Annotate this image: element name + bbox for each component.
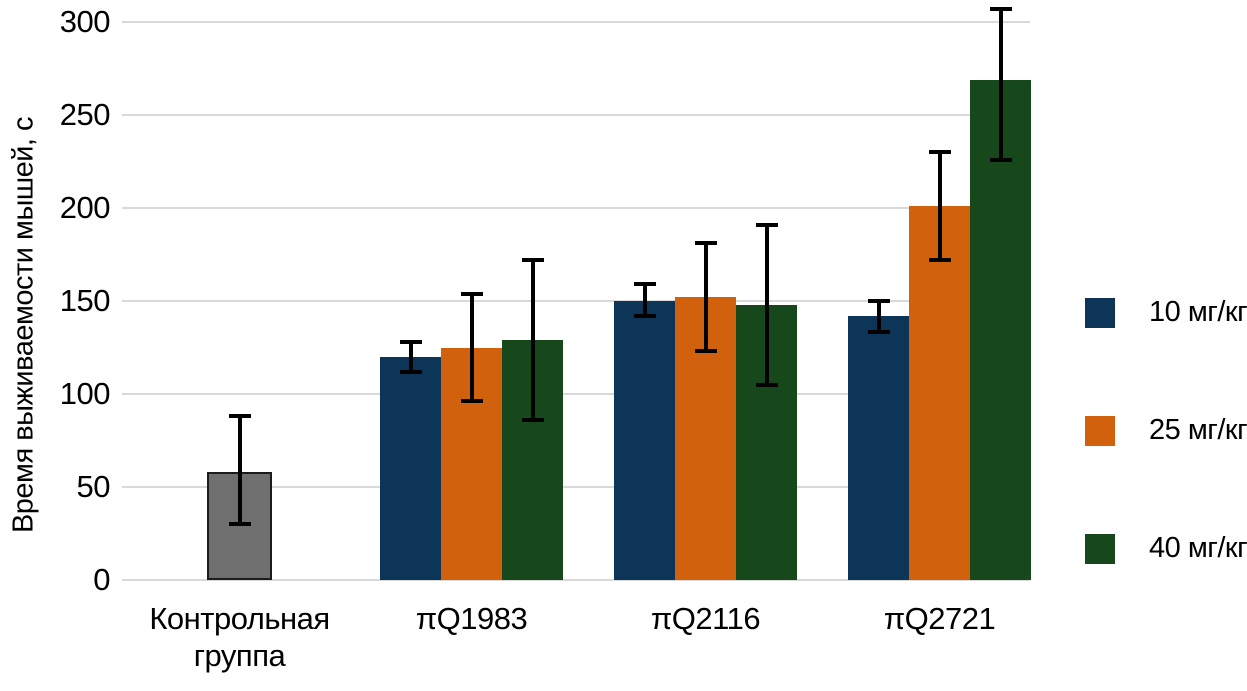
legend-label: 25 мг/кг — [1149, 414, 1247, 446]
error-bar-cap-top — [755, 222, 778, 227]
gridline — [122, 300, 1030, 302]
y-tick-label: 250 — [59, 97, 111, 132]
error-bar-cap-bottom — [755, 382, 778, 387]
error-bar-line — [642, 282, 647, 318]
x-tick-label: Контрольная группа — [149, 601, 330, 673]
error-bar-cap-bottom — [633, 313, 656, 318]
legend-label: 40 мг/кг — [1149, 532, 1247, 564]
error-bar-cap-bottom — [867, 330, 890, 335]
error-bar-cap-top — [989, 7, 1012, 12]
error-bar-cap-bottom — [228, 522, 251, 527]
error-bar-cap-top — [399, 340, 422, 345]
error-bar-line — [703, 241, 708, 354]
y-axis-tick-labels: 0 50 100 150 200 250 300 — [0, 0, 111, 597]
legend-swatch — [1085, 297, 1115, 328]
x-tick-label: πQ2116 — [650, 601, 761, 636]
bar — [970, 79, 1031, 580]
y-tick-label: 0 — [93, 562, 110, 597]
legend-item: 10 мг/кг — [1085, 296, 1247, 329]
y-tick-label: 150 — [59, 283, 111, 318]
error-bar-cap-top — [867, 299, 890, 304]
bar — [380, 356, 441, 580]
bar — [909, 206, 970, 580]
y-tick-label: 50 — [76, 469, 111, 504]
bar — [848, 315, 909, 580]
legend-swatch — [1085, 533, 1115, 564]
y-tick-label: 200 — [59, 190, 111, 225]
legend-label: 10 мг/кг — [1149, 296, 1247, 328]
x-axis-tick-labels: Контрольная группа πQ1983 πQ2116 πQ2721 — [122, 600, 1030, 691]
error-bar-cap-bottom — [989, 157, 1012, 162]
legend-item: 40 мг/кг — [1085, 532, 1247, 565]
error-bar-cap-top — [521, 258, 544, 263]
error-bar-line — [408, 340, 413, 374]
error-bar-cap-bottom — [928, 257, 951, 262]
error-bar-cap-bottom — [399, 369, 422, 374]
legend-swatch — [1085, 415, 1115, 446]
error-bar-line — [469, 291, 474, 404]
plot-area — [122, 0, 1031, 581]
error-bar-cap-bottom — [460, 399, 483, 404]
gridline — [122, 114, 1030, 116]
error-bar-line — [998, 7, 1003, 162]
error-bar-cap-bottom — [694, 349, 717, 354]
gridline — [122, 393, 1030, 395]
y-tick-label: 100 — [59, 376, 111, 411]
x-axis-line — [122, 579, 1030, 581]
error-bar-cap-bottom — [521, 417, 544, 422]
error-bar-cap-top — [460, 291, 483, 296]
error-bar-cap-top — [694, 241, 717, 246]
error-bar-cap-top — [633, 282, 656, 287]
x-tick-label: πQ1983 — [415, 601, 528, 636]
legend: 10 мг/кг 25 мг/кг 40 мг/кг — [1085, 0, 1247, 691]
gridline — [122, 486, 1030, 488]
error-bar-line — [876, 299, 881, 335]
legend-item: 25 мг/кг — [1085, 414, 1247, 447]
gridline — [122, 21, 1030, 23]
error-bar-cap-top — [228, 414, 251, 419]
error-bar-cap-top — [928, 150, 951, 155]
error-bar-line — [764, 222, 769, 387]
bar — [614, 301, 675, 580]
gridline — [122, 207, 1030, 209]
error-bar-line — [237, 414, 242, 527]
y-tick-label: 300 — [59, 4, 111, 39]
error-bar-line — [937, 150, 942, 262]
x-tick-label: πQ2721 — [883, 601, 996, 636]
error-bar-line — [530, 258, 535, 422]
